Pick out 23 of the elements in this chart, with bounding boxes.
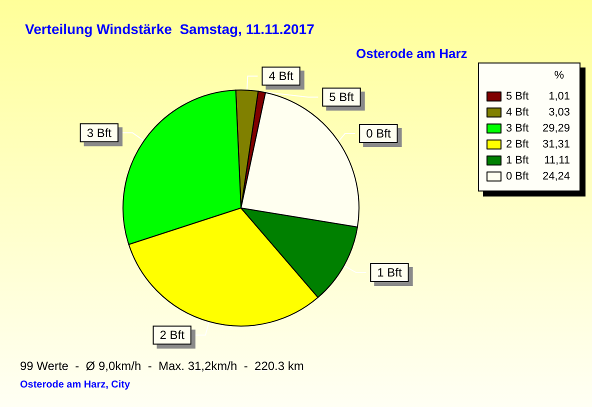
- slice-label: 2 Bft: [160, 328, 186, 342]
- slice-label: 5 Bft: [329, 90, 354, 104]
- slice-label: 3 Bft: [86, 126, 112, 140]
- text: Osterode am Harz, City: [20, 380, 130, 390]
- data-label: 31,31: [542, 138, 570, 150]
- slice-label: 1 Bft: [377, 266, 402, 280]
- data-label: 29,29: [542, 122, 570, 134]
- chart-title: Verteilung Windstärke Samstag, 11.11.2017: [25, 21, 315, 37]
- data-label: 3,03: [548, 106, 570, 118]
- data-label: 1,01: [548, 90, 570, 102]
- legend-label: 4 Bft: [506, 106, 529, 118]
- legend-title: %: [554, 70, 564, 82]
- data-label: 24,24: [542, 170, 570, 182]
- legend-label: 1 Bft: [506, 154, 529, 166]
- text: 99 Werte - Ø 9,0km/h - Max. 31,2km/h - 220.3 km: [20, 359, 304, 373]
- slice-label: 0 Bft: [366, 126, 392, 140]
- legend-label: 2 Bft: [506, 138, 529, 150]
- legend-label: 0 Bft: [506, 170, 529, 182]
- data-label: 11,11: [544, 154, 570, 166]
- slice-label: 4 Bft: [268, 69, 294, 84]
- legend-label: 5 Bft: [506, 90, 529, 102]
- chart-subtitle: Osterode am Harz: [356, 46, 468, 61]
- legend-label: 3 Bft: [506, 122, 529, 134]
